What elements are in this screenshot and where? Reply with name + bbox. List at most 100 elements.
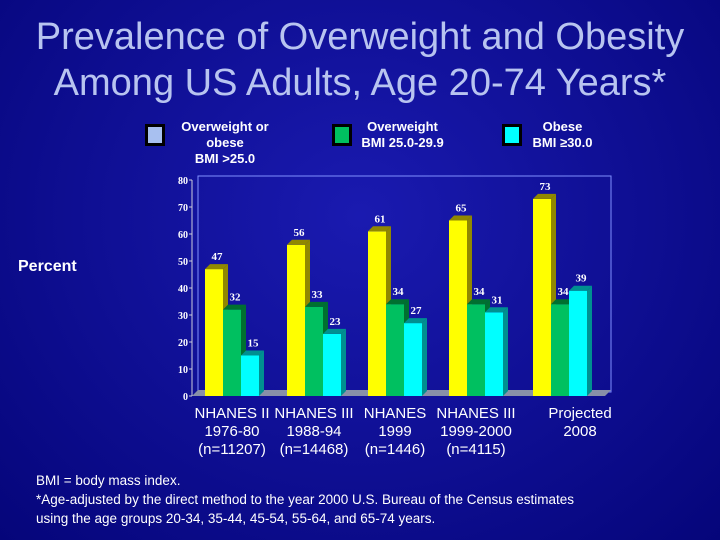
bar — [241, 350, 264, 396]
y-tick-label: 60 — [178, 230, 188, 241]
x-label-line: 1988-94 — [286, 423, 342, 440]
y-tick-label: 40 — [178, 284, 188, 295]
bar-front — [323, 333, 341, 396]
bar-front — [551, 304, 569, 396]
x-category-label: NHANES II 1976-80 (n=11207) — [177, 405, 287, 459]
legend-text: BMI 25.0-29.9 — [361, 135, 444, 150]
bar-side — [587, 285, 592, 396]
data-label: 65 — [456, 203, 468, 215]
x-label-line: (n=11207) — [198, 441, 266, 458]
x-label-line: 1976-80 — [204, 423, 260, 440]
bar-top — [404, 318, 427, 324]
x-label-line: (n=1446) — [364, 441, 426, 458]
data-label: 27 — [411, 305, 423, 317]
bar-side — [503, 307, 508, 396]
bar-side — [341, 328, 346, 396]
bar-front — [449, 220, 467, 396]
bar-top — [449, 215, 472, 221]
x-label-line: Projected — [548, 405, 612, 422]
bar-front — [533, 198, 551, 396]
legend-swatch — [332, 124, 352, 146]
legend-swatch — [502, 124, 522, 146]
data-label: 47 — [212, 251, 224, 263]
data-label: 34 — [558, 286, 570, 298]
bar-front — [569, 290, 587, 396]
bar-front — [368, 231, 386, 396]
bar-top — [368, 226, 391, 232]
bar-front — [205, 269, 223, 396]
bar-front — [287, 244, 305, 396]
legend-swatch — [145, 124, 165, 146]
legend-entry: Overweight BMI 25.0-29.9 — [360, 119, 445, 151]
legend-text: Overweight — [367, 119, 438, 134]
bar-front — [485, 312, 503, 396]
bar — [569, 285, 592, 396]
bar-front — [404, 323, 422, 396]
x-label-line: 1999-2000 — [440, 423, 512, 440]
bar-front — [305, 306, 323, 396]
data-label: 33 — [312, 289, 324, 301]
bar-front — [386, 304, 404, 396]
x-category-label: NHANES 1999 (n=1446) — [340, 405, 450, 459]
legend-text: BMI >25.0 — [194, 151, 256, 166]
y-tick-label: 30 — [178, 311, 188, 322]
data-label: 34 — [393, 286, 405, 298]
bar-top — [205, 264, 228, 270]
data-label: 56 — [294, 227, 306, 239]
chart-title: Prevalence of Overweight and Obesity Amo… — [35, 16, 685, 104]
legend-text: BMI ≥30.0 — [532, 135, 593, 150]
y-tick-label: 50 — [178, 257, 188, 268]
bar-front — [241, 355, 259, 396]
x-label-line: NHANES III — [274, 405, 354, 422]
footnotes: BMI = body mass index. *Age-adjusted by … — [36, 471, 574, 528]
y-axis-label: Percent — [18, 258, 77, 275]
legend-entry: Overweight or obese BMI >25.0 — [175, 119, 275, 167]
x-label-line: 1999 — [378, 423, 412, 440]
bar-top — [467, 299, 490, 305]
bar — [533, 193, 556, 396]
y-tick-label: 20 — [178, 338, 188, 349]
legend-text: Obese — [542, 119, 583, 134]
data-label: 23 — [330, 316, 342, 328]
bar-side — [422, 318, 427, 396]
x-label-line: NHANES — [363, 405, 427, 422]
x-category-label: NHANES III 1988-94 (n=14468) — [259, 405, 369, 459]
bar — [404, 318, 427, 396]
bar-top — [569, 285, 592, 291]
x-category-label: Projected 2008 — [525, 405, 635, 441]
bar-top — [485, 307, 508, 313]
bar-front — [467, 304, 485, 396]
bar-top — [533, 193, 556, 199]
y-tick-label: 10 — [178, 365, 188, 376]
x-label-line: NHANES II — [194, 405, 270, 422]
bar-front — [223, 309, 241, 396]
bar-side — [259, 350, 264, 396]
x-label-line: (n=14468) — [279, 441, 349, 458]
bar-top — [305, 301, 328, 307]
y-tick-label: 80 — [178, 176, 188, 187]
x-category-label: NHANES III 1999-2000 (n=4115) — [421, 405, 531, 459]
data-label: 15 — [248, 338, 260, 350]
bar — [323, 328, 346, 396]
bar-top — [287, 239, 310, 245]
bar-top — [241, 350, 264, 356]
legend-text: obese — [206, 135, 244, 150]
data-label: 61 — [375, 213, 386, 225]
legend-text: Overweight or — [181, 119, 269, 134]
bar-top — [223, 304, 246, 310]
footnote: using the age groups 20-34, 35-44, 45-54… — [36, 511, 436, 526]
y-tick-label: 70 — [178, 203, 188, 214]
footnote: BMI = body mass index. — [36, 473, 181, 488]
data-label: 31 — [492, 294, 503, 306]
bar-top — [551, 299, 574, 305]
data-label: 34 — [474, 286, 486, 298]
x-label-line: (n=4115) — [446, 441, 506, 458]
data-label: 32 — [230, 292, 242, 304]
bar-top — [386, 299, 409, 305]
data-label: 39 — [576, 273, 588, 285]
bar — [485, 307, 508, 396]
x-label-line: 2008 — [563, 423, 597, 440]
x-label-line: NHANES III — [436, 405, 516, 422]
